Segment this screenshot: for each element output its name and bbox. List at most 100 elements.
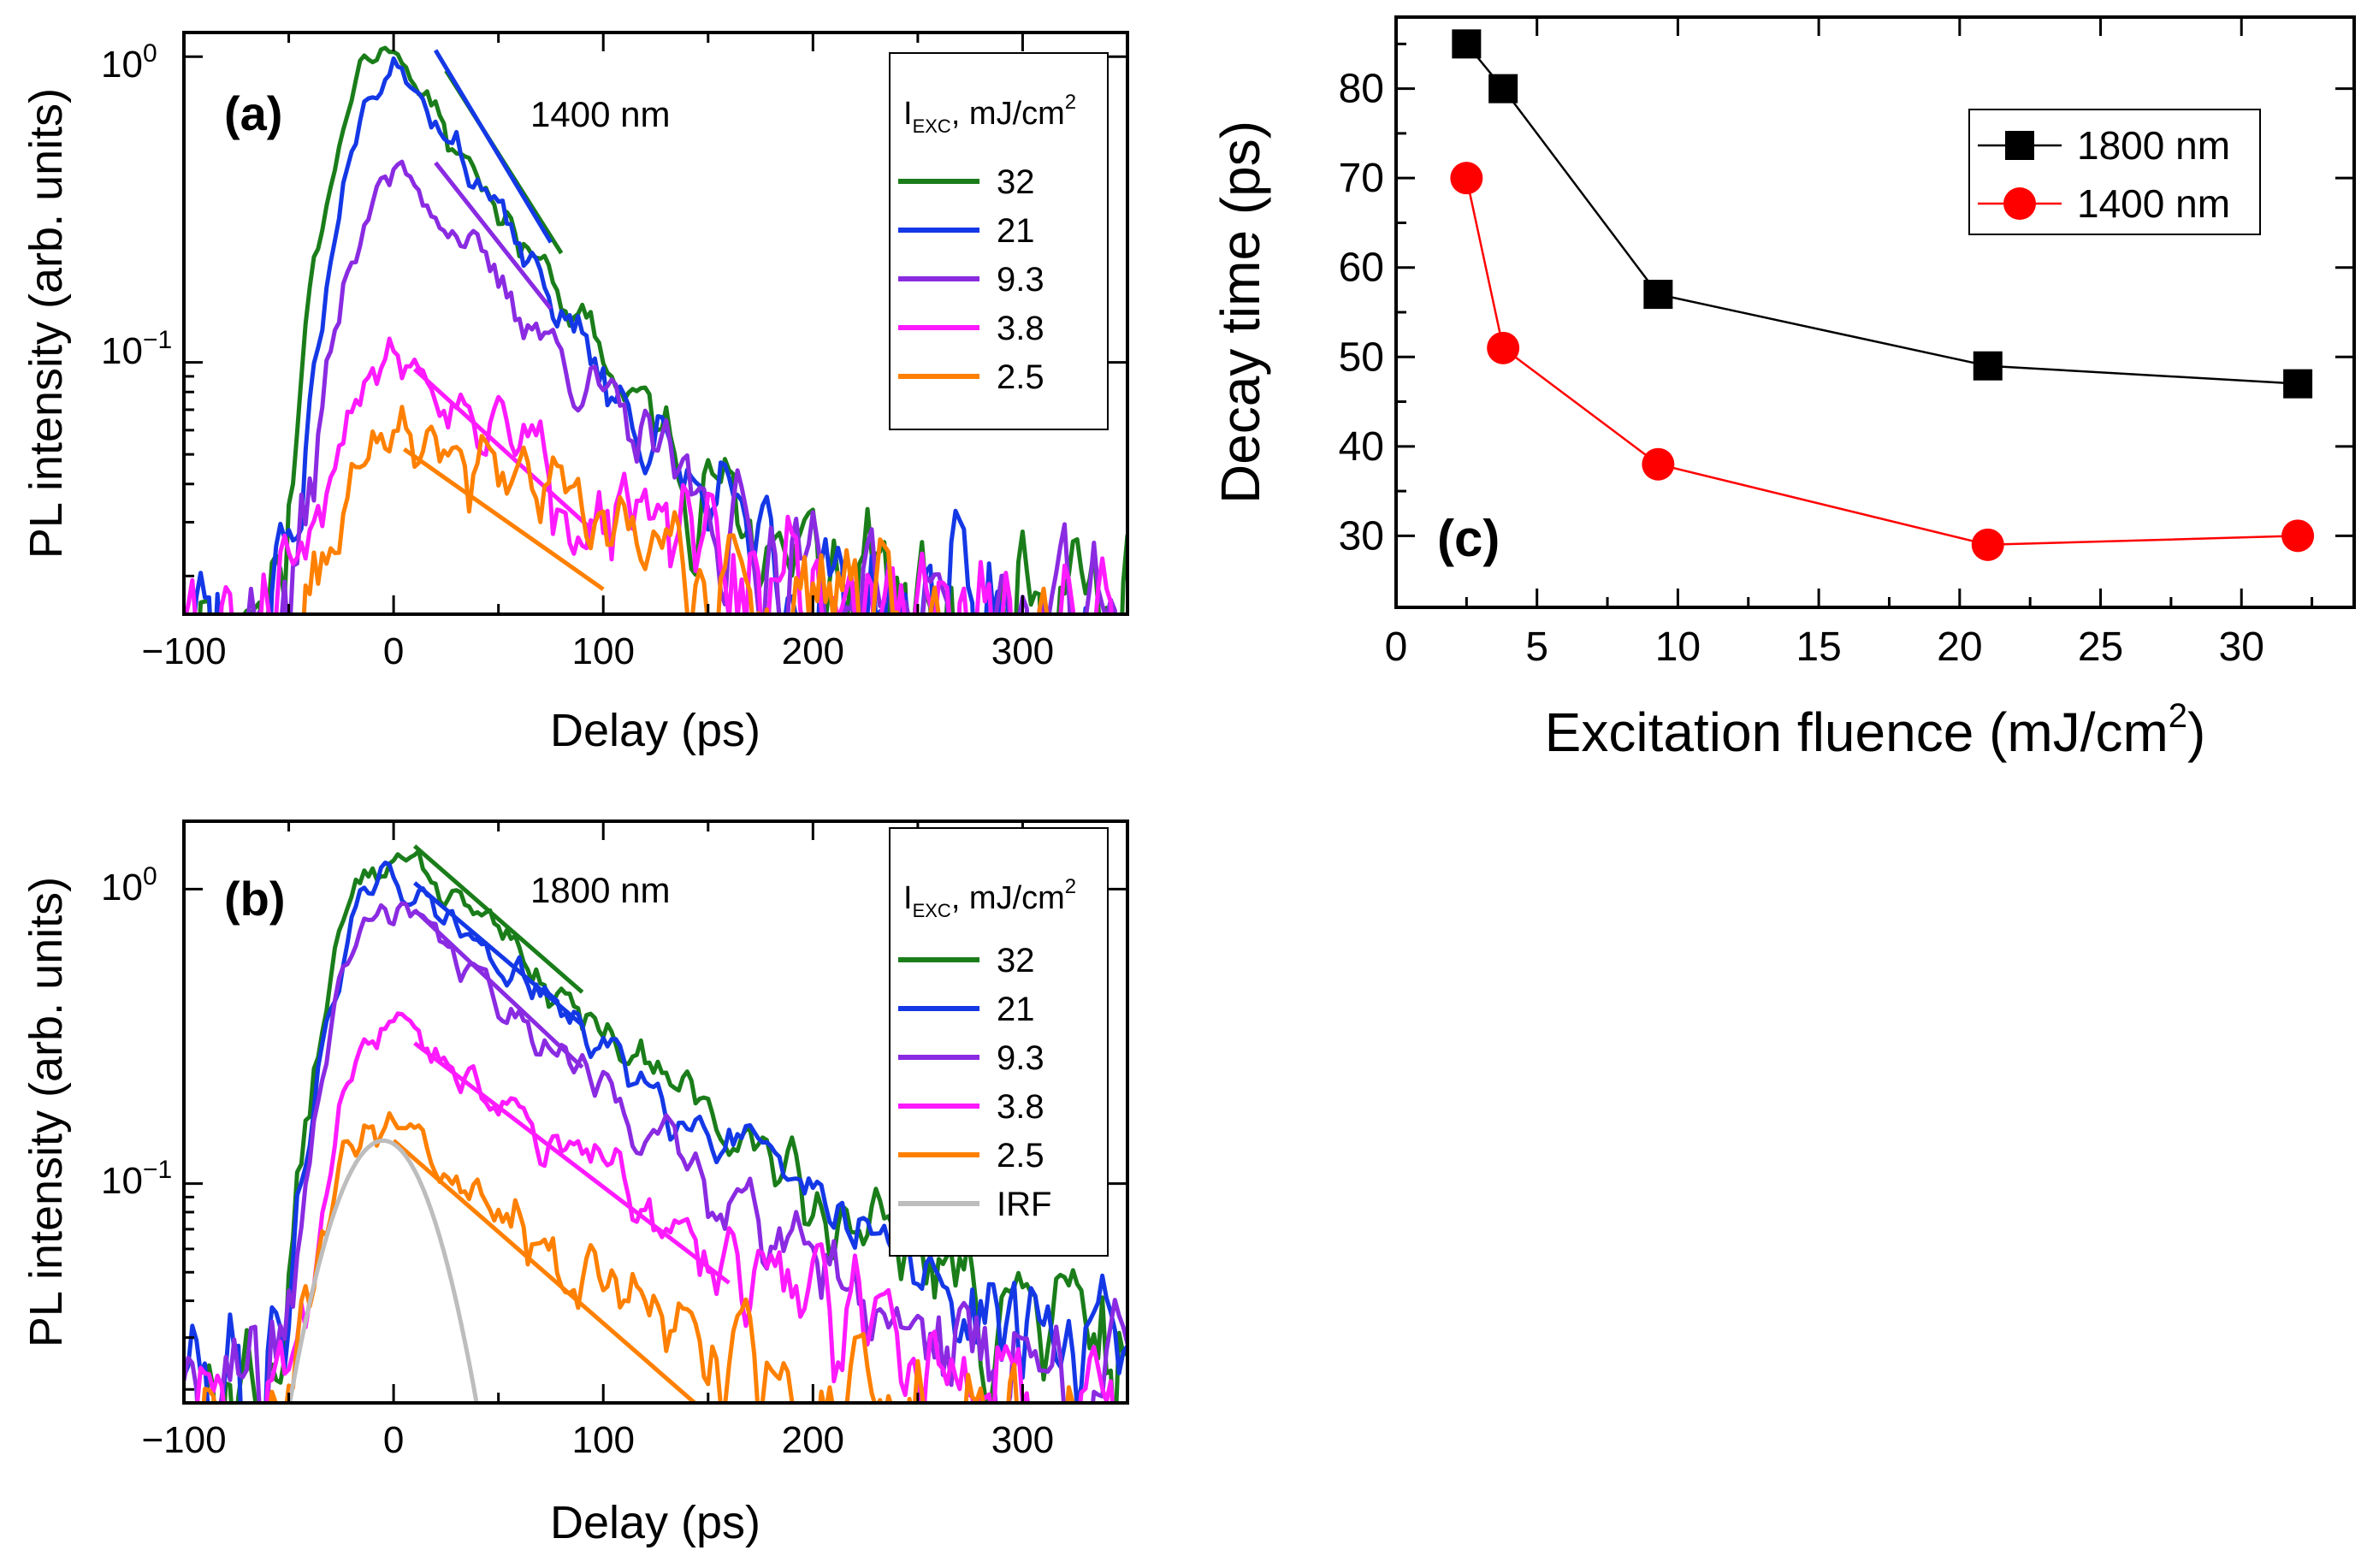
- legend-label: 3.8: [997, 1088, 1044, 1126]
- panel-b-panel-label: (b): [224, 872, 286, 926]
- data-point-square: [2283, 369, 2313, 399]
- legend-marker-circle: [2003, 187, 2036, 220]
- x-tick-label: 0: [383, 1419, 404, 1461]
- series-curve-9-3: [184, 901, 1127, 1403]
- panel-b-chart: −100 0 100 200 300 100 10−1 Delay (ps) PL in…: [21, 820, 1129, 1548]
- panel-a-panel-label: (a): [224, 86, 282, 140]
- x-tick-label: 10: [1655, 624, 1701, 670]
- y-tick-label: 30: [1339, 513, 1384, 559]
- data-point-circle: [1971, 528, 2004, 561]
- series-curve-3-8: [184, 336, 1114, 614]
- legend-label: 3.8: [997, 310, 1044, 347]
- panel-b-legend-items: 32 21 9.3 3.8 2.5 IRF: [898, 942, 1051, 1223]
- x-tick-label: 200: [782, 1419, 844, 1461]
- fit-line-32: [412, 844, 584, 994]
- series-curve-32: [198, 45, 1127, 614]
- x-tick-label: 300: [991, 1419, 1054, 1461]
- panel-c-legend-items: 1800 nm 1400 nm: [1978, 123, 2230, 226]
- legend-label: 21: [997, 212, 1035, 250]
- y-tick-label: 40: [1339, 424, 1384, 470]
- panel-a-chart: −100 0 100 200 300 100 10−1 Delay (ps) PL in…: [21, 31, 1129, 756]
- x-tick-label: 20: [1937, 624, 1982, 670]
- panel-b-legend-box: [889, 827, 1109, 1257]
- x-tick-label: 15: [1796, 624, 1841, 670]
- panel-a-ytick-1e-1: 10−1: [101, 326, 172, 372]
- x-tick-label: 100: [572, 630, 635, 672]
- panel-a-frame: [182, 31, 1129, 616]
- legend-label: 2.5: [997, 358, 1044, 396]
- panel-a-legend-title: IEXC, mJ/cm2: [903, 91, 1076, 137]
- panel-a-legend: IEXC, mJ/cm2 32 21 9.3 3.8 2.5: [889, 52, 1109, 430]
- data-point-square: [1452, 29, 1482, 59]
- fit-line-9-3: [434, 161, 553, 311]
- legend-marker-square: [2005, 131, 2034, 160]
- data-point-circle: [1450, 162, 1483, 195]
- panel-a-y-tick-labels: 100 10−1: [101, 39, 172, 372]
- data-point-circle: [1487, 331, 1520, 364]
- legend-label: 32: [997, 942, 1035, 979]
- panel-c-y-tick-labels: 30 40 50 60 70 80: [1339, 67, 1384, 559]
- data-point-square: [1643, 280, 1673, 310]
- panel-a-annotation: 1400 nm: [530, 94, 670, 134]
- panel-b-x-tick-labels: −100 0 100 200 300: [141, 1419, 1054, 1461]
- panel-a-x-tick-labels: −100 0 100 200 300: [141, 630, 1054, 672]
- panel-b-frame: [182, 820, 1129, 1405]
- panel-c-chart: 0 5 10 15 20 25 30 30 40 50 60 70 80 Excitation flu…: [1210, 15, 2356, 763]
- fit-line-2-5: [392, 1139, 698, 1403]
- y-tick-label: 70: [1339, 156, 1384, 201]
- fit-line-21: [433, 49, 553, 244]
- legend-label: 1800 nm: [2077, 123, 2230, 168]
- x-tick-label: 25: [2078, 624, 2123, 670]
- panel-a-curves: [184, 45, 1127, 614]
- panel-b-x-axis-label: Delay (ps): [550, 1497, 760, 1548]
- series-curve-IRF: [287, 1139, 479, 1403]
- panel-b-legend: IEXC, mJ/cm2 32 21 9.3 3.8 2.5 IRF: [889, 827, 1109, 1257]
- panel-a-y-axis-label: PL intensity (arb. units): [21, 88, 72, 559]
- y-tick-label: 80: [1339, 67, 1384, 112]
- panel-b-ytick-1e-1: 10−1: [101, 1156, 172, 1202]
- legend-label: 32: [997, 163, 1035, 201]
- x-tick-label: 30: [2219, 624, 2264, 670]
- panel-b-legend-title: IEXC, mJ/cm2: [903, 875, 1076, 921]
- legend-label: 21: [997, 991, 1035, 1028]
- panel-c-series: [1450, 29, 2315, 561]
- panel-c-legend: 1800 nm 1400 nm: [1968, 109, 2261, 235]
- panel-c-x-axis-label: Excitation fluence (mJ/cm2): [1545, 697, 2206, 763]
- x-tick-label: 100: [572, 1419, 635, 1461]
- panel-c-ticks: [1394, 17, 2354, 607]
- fit-line-3-8: [413, 1041, 731, 1285]
- panel-a-ticks: [182, 33, 1127, 614]
- fit-line-9-3: [412, 908, 584, 1069]
- legend-label: 9.3: [997, 261, 1044, 299]
- legend-label: 9.3: [997, 1039, 1044, 1077]
- data-point-square: [1488, 74, 1518, 104]
- panel-a-legend-box: [889, 52, 1109, 430]
- x-tick-label: 300: [991, 630, 1054, 672]
- panel-c-y-axis-label: Decay time (ps): [1210, 121, 1271, 504]
- series-curve-2-5: [301, 405, 1109, 614]
- series-curve-9-3: [246, 159, 1118, 614]
- panel-b-y-tick-labels: 100 10−1: [101, 862, 172, 1202]
- fit-line-21: [413, 881, 584, 1027]
- legend-label: 2.5: [997, 1137, 1044, 1175]
- panel-a-ytick-1e0: 100: [101, 39, 157, 86]
- panel-c-frame: [1394, 15, 2356, 609]
- data-point-square: [1973, 351, 2003, 381]
- x-tick-label: −100: [141, 630, 226, 672]
- panel-c-x-tick-labels: 0 5 10 15 20 25 30: [1385, 624, 2264, 670]
- fit-line-3-8: [412, 367, 595, 532]
- panel-a-x-axis-label: Delay (ps): [550, 705, 760, 756]
- panel-b-annotation: 1800 nm: [530, 870, 670, 910]
- x-tick-label: 0: [1385, 624, 1408, 670]
- x-tick-label: 5: [1525, 624, 1548, 670]
- y-tick-label: 60: [1339, 246, 1384, 291]
- x-tick-label: −100: [141, 1419, 226, 1461]
- data-point-circle: [2281, 519, 2315, 553]
- series-curve-21: [192, 56, 1088, 614]
- fit-line-2-5: [402, 447, 605, 591]
- panel-b-ytick-1e0: 100: [101, 862, 157, 908]
- data-point-circle: [1642, 447, 1675, 481]
- panel-b-y-axis-label: PL intensity (arb. units): [21, 877, 72, 1347]
- panel-a-legend-items: 32 21 9.3 3.8 2.5: [898, 163, 1044, 396]
